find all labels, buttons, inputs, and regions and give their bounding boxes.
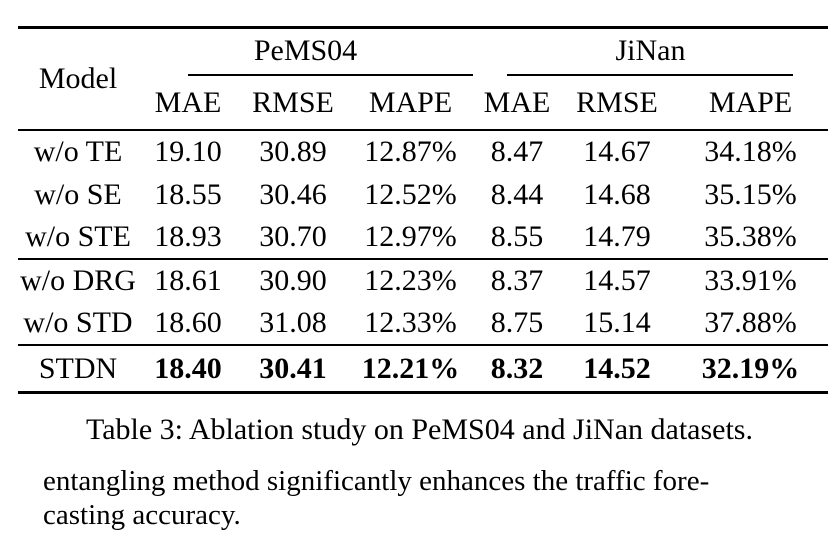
metric-value-best: 18.40	[138, 343, 238, 393]
model-cell: w/o STD	[23, 306, 133, 339]
metric-value: 31.08	[259, 306, 327, 339]
table-header-metrics-row: MAE RMSE MAPE MAE RMSE MAPE	[18, 75, 829, 131]
metric-value: 33.91%	[673, 257, 829, 302]
metric-value: 8.37	[473, 257, 561, 302]
col-header-jinan-mae: MAE	[473, 75, 561, 131]
table-row-stdn: STDN 18.40 30.41 12.21% 8.32 14.52 32.19…	[18, 343, 829, 393]
model-cell: STDN	[18, 343, 138, 393]
group-label-pems04: PeMS04	[253, 33, 358, 67]
metric-value-best: 14.52	[561, 343, 673, 393]
metric-value: 12.52%	[364, 177, 457, 211]
table-caption: Table 3: Ablation study on PeMS04 and Ji…	[85, 413, 753, 446]
metric-value: 14.57	[561, 257, 673, 302]
body-text-line-1: entangling method significantly enhances…	[43, 465, 710, 497]
metric-value: 37.88%	[704, 306, 797, 339]
metric-value: 12.97%	[364, 220, 457, 253]
table-header-group-row: Model PeMS04 JiNan	[18, 27, 828, 131]
group-header-pems04: PeMS04	[138, 28, 473, 76]
metric-value: 8.75	[490, 306, 544, 339]
metric-value: 15.14	[583, 306, 651, 339]
metric-value: 30.90	[238, 257, 348, 302]
body-text-line-2: casting accuracy.	[43, 499, 241, 531]
pems04-underline-rule	[188, 73, 473, 76]
metric-value-best: 8.32	[473, 343, 561, 393]
model-cell: w/o SE	[34, 177, 122, 211]
metric-value: 35.38%	[704, 220, 797, 253]
ablation-group-full-model: STDN 18.40 30.41 12.21% 8.32 14.52 32.19…	[18, 343, 829, 393]
group-header-jinan: JiNan	[473, 28, 828, 76]
ablation-group-embeddings: w/o TE 19.10 30.89 12.87% 8.47 14.67 34.…	[18, 130, 828, 259]
metric-value-best: 32.19%	[673, 343, 829, 393]
metric-value: 12.33%	[364, 306, 457, 339]
ablation-table: Model PeMS04 JiNan MAE RMSE MAPE MAE RMS…	[18, 26, 829, 394]
table-row: w/o STD 18.60 31.08 12.33% 8.75 15.14 37…	[18, 302, 828, 345]
metric-value: 14.79	[583, 220, 651, 253]
table-row: w/o TE 19.10 30.89 12.87% 8.47 14.67 34.…	[18, 130, 828, 173]
metric-value: 14.68	[583, 177, 651, 211]
metric-value: 35.15%	[704, 177, 797, 211]
table-row: w/o DRG 18.61 30.90 12.23% 8.37 14.57 33…	[18, 257, 829, 302]
metric-value-best: 30.41	[238, 343, 348, 393]
metric-value: 8.44	[490, 177, 544, 211]
table-row: w/o SE 18.55 30.46 12.52% 8.44 14.68 35.…	[18, 173, 828, 216]
metric-value: 12.87%	[364, 135, 457, 168]
metric-value: 18.60	[154, 306, 222, 339]
body-paragraph: entangling method significantly enhances…	[43, 464, 835, 532]
model-cell: w/o STE	[25, 220, 131, 253]
col-header-jinan-mape: MAPE	[673, 75, 829, 131]
metric-value: 8.47	[490, 135, 544, 168]
metric-value: 12.23%	[348, 257, 473, 302]
metric-value: 14.67	[583, 135, 651, 168]
col-header-pems04-mape: MAPE	[348, 75, 473, 131]
col-header-pems04-mae: MAE	[138, 75, 238, 131]
metric-value: 30.89	[259, 135, 327, 168]
metric-value: 30.46	[259, 177, 327, 211]
col-header-jinan-rmse: RMSE	[561, 75, 673, 131]
metric-value: 30.70	[259, 220, 327, 253]
metric-value: 18.55	[154, 177, 222, 211]
metric-value: 19.10	[154, 135, 222, 168]
metric-value-best: 12.21%	[348, 343, 473, 393]
metric-value: 18.61	[138, 257, 238, 302]
model-cell: w/o TE	[33, 135, 123, 168]
col-header-pems04-rmse: RMSE	[238, 75, 348, 131]
metric-value: 34.18%	[704, 135, 797, 168]
table-row: w/o STE 18.93 30.70 12.97% 8.55 14.79 35…	[18, 216, 828, 259]
metric-value: 8.55	[490, 220, 544, 253]
ablation-group-modules: w/o DRG 18.61 30.90 12.23% 8.37 14.57 33…	[18, 257, 829, 345]
model-cell: w/o DRG	[18, 257, 138, 302]
jinan-underline-rule	[507, 73, 794, 76]
model-column-header: Model	[18, 27, 138, 131]
metric-value: 18.93	[154, 220, 222, 253]
group-label-jinan: JiNan	[615, 33, 686, 67]
